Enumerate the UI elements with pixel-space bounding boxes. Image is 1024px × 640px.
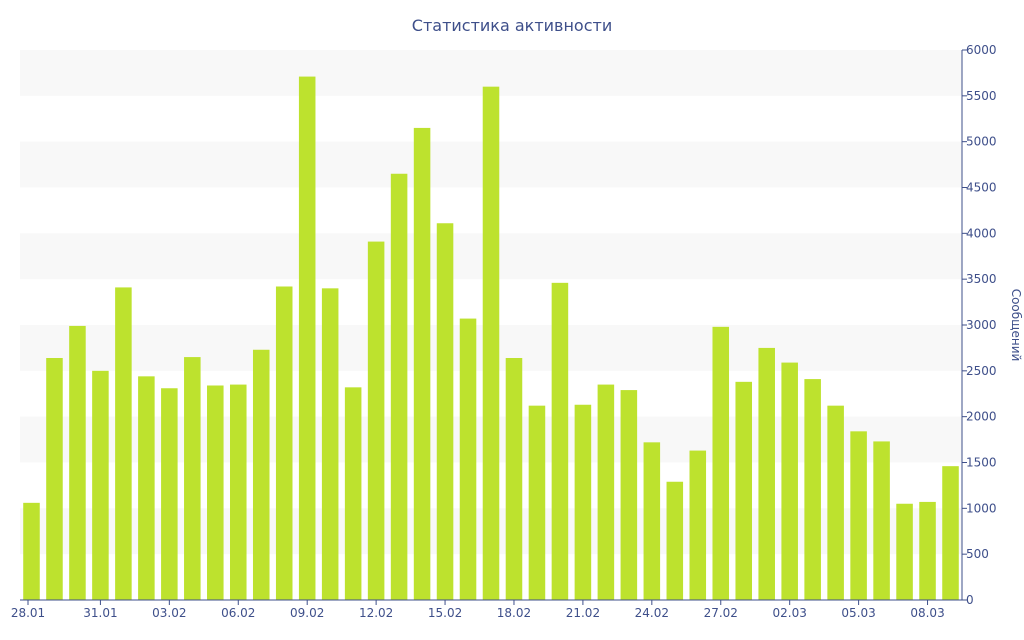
chart-title: Статистика активности	[412, 16, 612, 35]
bar-29.01	[46, 358, 63, 600]
bar-26.02	[689, 450, 707, 600]
bar-04.03	[827, 405, 844, 600]
x-tick-label: 27.02	[704, 606, 738, 620]
bar-09.03	[942, 466, 959, 600]
bar-23.02	[620, 390, 638, 600]
bar-12.02	[367, 241, 385, 601]
y-tick-label: 500	[966, 547, 989, 561]
y-tick-label: 3000	[966, 318, 997, 332]
x-tick-label: 05.03	[841, 606, 875, 620]
y-tick-label: 3500	[966, 272, 997, 286]
bar-15.02	[436, 223, 454, 600]
x-tick-label: 24.02	[635, 606, 669, 620]
bar-01.02	[115, 287, 132, 600]
bar-02.03	[781, 362, 798, 600]
bar-17.02	[482, 86, 500, 600]
x-axis-ticks: 28.01 31.01 03.02 06.02 09.02 12.02 15.02 18.02…	[11, 600, 945, 620]
bar-20.02	[551, 282, 569, 600]
bar-06.03	[873, 441, 890, 600]
x-tick-label: 02.03	[773, 606, 807, 620]
y-tick-label: 2000	[966, 410, 997, 424]
x-tick-label: 03.02	[152, 606, 186, 620]
bar-04.02	[184, 357, 201, 600]
y-tick-label: 4500	[966, 181, 997, 195]
x-tick-label: 09.02	[290, 606, 324, 620]
x-tick-label: 18.02	[497, 606, 531, 620]
bar-13.02	[390, 173, 408, 600]
bar-03.02	[161, 388, 178, 600]
bar-22.02	[597, 384, 615, 600]
bar-21.02	[574, 404, 592, 600]
bar-06.02	[229, 384, 247, 600]
bar-11.02	[344, 387, 362, 600]
y-tick-label: 1500	[966, 456, 997, 470]
x-tick-label: 21.02	[566, 606, 600, 620]
y-axis-ticks: 0 500 1000 1500 2000 2500 3000 3500 4000 4500 5000…	[962, 43, 997, 607]
bar-10.02	[321, 288, 339, 600]
y-tick-label: 0	[966, 593, 974, 607]
bar-03.03	[804, 379, 821, 600]
bar-25.02	[666, 481, 684, 600]
x-tick-label: 06.02	[221, 606, 255, 620]
bar-31.01	[92, 370, 109, 600]
bar-05.02	[207, 385, 224, 600]
y-tick-label: 5500	[966, 89, 997, 103]
y-axis-title: Сообщений	[1009, 289, 1023, 362]
y-tick-label: 1000	[966, 501, 997, 515]
bar-08.03	[919, 501, 936, 600]
bar-28.01	[23, 502, 40, 600]
y-tick-label: 5000	[966, 135, 997, 149]
x-tick-label: 15.02	[428, 606, 462, 620]
bar-27.02	[712, 326, 730, 600]
bar-18.02	[505, 358, 523, 600]
bar-series	[23, 76, 959, 601]
x-tick-label: 31.01	[83, 606, 117, 620]
bar-02.02	[138, 376, 155, 600]
bar-07.02	[252, 349, 270, 600]
bar-05.03	[850, 431, 867, 600]
x-tick-label: 08.03	[910, 606, 944, 620]
bar-14.02	[413, 127, 431, 601]
x-tick-label: 28.01	[11, 606, 45, 620]
x-tick-label: 12.02	[359, 606, 393, 620]
y-tick-label: 4000	[966, 226, 997, 240]
bar-01.03	[758, 347, 775, 600]
bar-09.02	[298, 76, 316, 601]
y-tick-label: 2500	[966, 364, 997, 378]
bar-07.03	[896, 503, 913, 600]
bar-24.02	[643, 442, 661, 600]
bar-19.02	[528, 405, 546, 600]
y-tick-label: 6000	[966, 43, 997, 57]
bar-08.02	[275, 286, 293, 600]
bar-16.02	[459, 318, 477, 600]
bar-28.02	[735, 381, 753, 600]
bar-30.01	[69, 325, 86, 600]
